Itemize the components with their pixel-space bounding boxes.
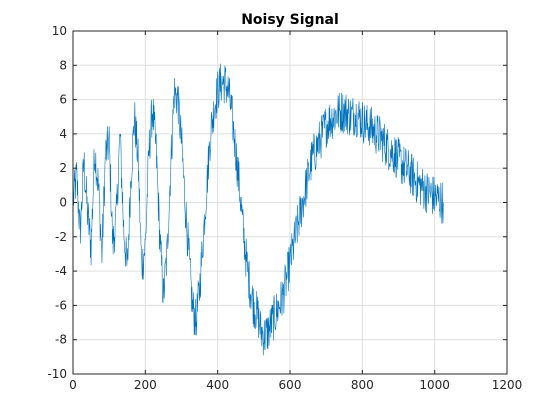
signal-line	[73, 63, 444, 356]
y-tick-label: -6	[55, 298, 67, 312]
x-tick-label: 1000	[419, 378, 450, 392]
x-tick-label: 200	[134, 378, 157, 392]
y-tick-label: 8	[59, 58, 67, 72]
y-tick-label: 0	[59, 196, 67, 210]
x-tick-label: 0	[69, 378, 77, 392]
tick-labels: 0 200 400 600 800 1000 1200 -10 -8 -6 -4 -2 0 2 4 6 8 10	[47, 24, 522, 392]
y-tick-label: 2	[59, 161, 67, 175]
y-tick-label: 4	[59, 127, 67, 141]
x-tick-label: 1200	[492, 378, 523, 392]
y-tick-label: 6	[59, 93, 67, 107]
x-tick-label: 600	[279, 378, 302, 392]
y-tick-label: -8	[55, 333, 67, 347]
y-tick-label: -4	[55, 264, 67, 278]
series-layer	[73, 63, 444, 356]
y-tick-label: -10	[47, 367, 67, 381]
x-tick-label: 400	[206, 378, 229, 392]
x-tick-label: 800	[351, 378, 374, 392]
y-tick-label: -2	[55, 230, 67, 244]
chart-title: Noisy Signal	[241, 12, 339, 28]
y-tick-label: 10	[52, 24, 67, 38]
axes	[72, 30, 508, 375]
